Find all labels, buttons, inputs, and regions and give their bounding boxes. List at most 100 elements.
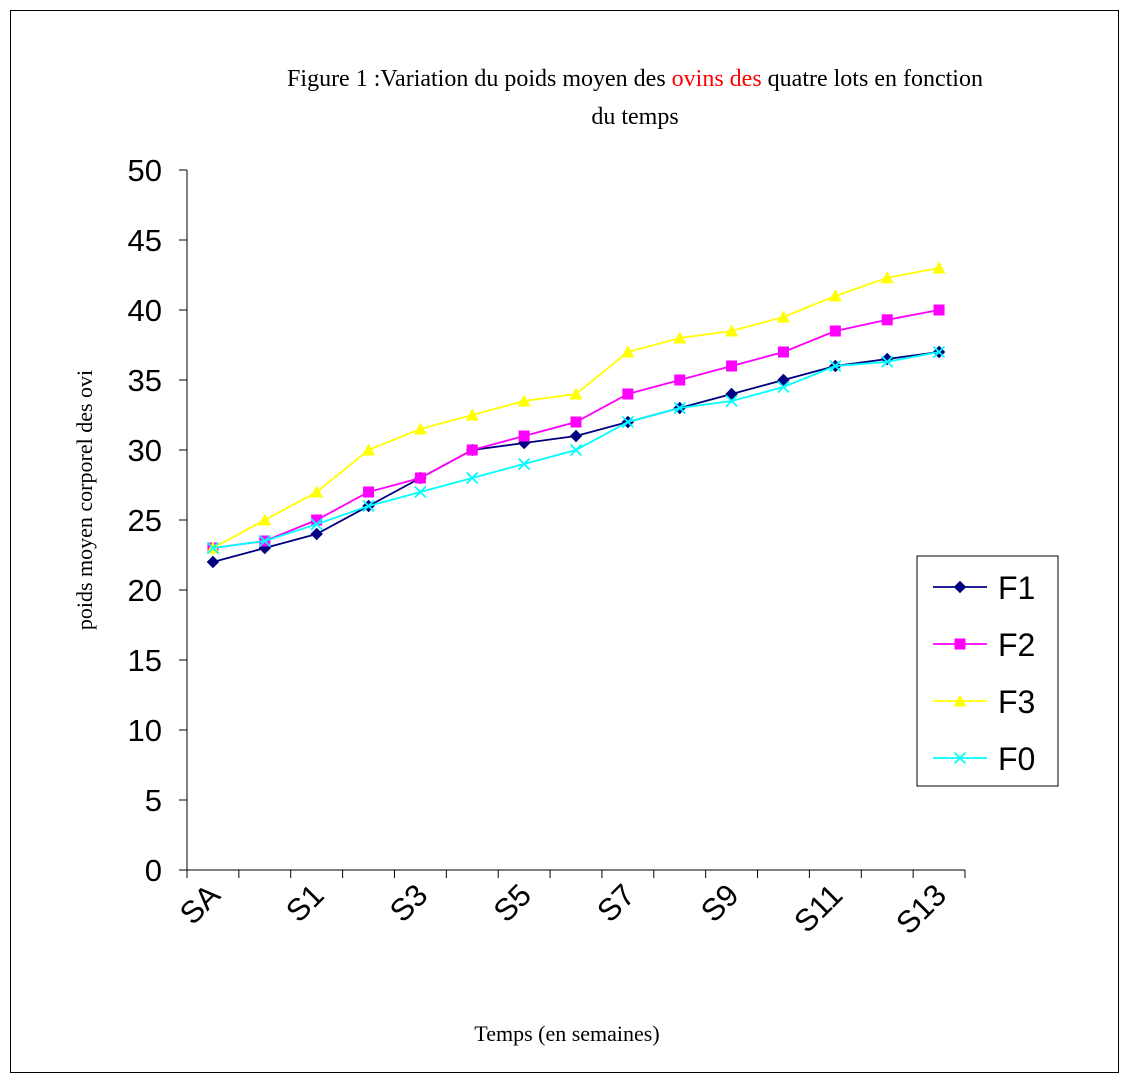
series-f3-point	[258, 513, 272, 526]
series-f2-point	[881, 314, 893, 326]
x-tick-label: S3	[383, 877, 435, 929]
series-f0-point-stroke	[777, 380, 790, 394]
legend-item-f0: F0	[933, 741, 1035, 777]
y-tick-label: 30	[128, 433, 162, 468]
series-f0-point-stroke	[829, 359, 842, 373]
title-part-1: Figure 1 :Variation du poids moyen des	[287, 66, 672, 92]
series-f1	[206, 345, 946, 569]
series-f2	[207, 304, 945, 554]
series-f1-point	[310, 527, 323, 541]
title-part-2-highlight: ovins des	[671, 66, 762, 92]
series-f0-point	[569, 443, 583, 457]
series-f0-point-stroke	[517, 457, 531, 471]
series-f0-point	[466, 471, 479, 485]
series-f1-line	[212, 351, 940, 563]
title-part-3: quatre lots en fonction	[761, 66, 983, 92]
legend-label-f0: F0	[998, 741, 1035, 777]
series-f0-point-stroke	[258, 534, 271, 548]
series-f3-point	[725, 324, 739, 337]
series-f3-point	[932, 261, 946, 274]
y-tick-label: 40	[128, 293, 162, 328]
series-f2-point	[933, 304, 945, 316]
x-tick-label: SA	[173, 877, 227, 931]
series-f3-point	[517, 394, 531, 407]
series-f0-point-stroke	[621, 415, 635, 429]
legend-marker-f0-stroke	[953, 751, 967, 765]
series-f3-point	[880, 271, 894, 284]
y-axis-label: poids moyen corporel des ovi	[72, 370, 97, 630]
series-layer	[206, 261, 946, 569]
chart-frame	[10, 10, 1119, 1073]
series-f2-point	[518, 430, 530, 442]
series-f0-point-stroke	[310, 518, 323, 531]
series-f1-point	[725, 387, 738, 401]
series-f1-point	[569, 429, 583, 443]
series-f3-point	[362, 443, 376, 456]
series-f0-point-stroke	[932, 345, 946, 359]
series-f0-point	[362, 499, 375, 513]
series-f0-point	[673, 401, 686, 415]
x-tick-label: S5	[487, 877, 539, 929]
y-tick-label: 35	[128, 363, 162, 398]
series-f0-point	[621, 415, 635, 429]
chart-title: Figure 1 :Variation du poids moyen des o…	[160, 60, 1110, 136]
y-tick-label: 20	[128, 573, 162, 608]
chart-title-line2: du temps	[591, 104, 679, 130]
y-tick-label: 0	[145, 853, 162, 888]
series-f3-point	[621, 345, 635, 358]
series-f0-point	[258, 534, 271, 548]
x-tick-label: S13	[889, 877, 953, 941]
series-f2-point	[777, 346, 789, 358]
series-f0-point-stroke	[881, 355, 894, 368]
series-f0-point-stroke	[569, 443, 583, 457]
legend-item-f1: F1	[933, 570, 1035, 606]
y-tick-label: 45	[128, 223, 162, 258]
legend-box	[916, 555, 1059, 787]
series-f2-point	[726, 360, 738, 372]
axes: 0 5 10 15 20 25 30 35 40 45 50 SA S1 S3 S5 S7 S9 S11 S13	[128, 153, 966, 941]
legend: F1 F2 F3 F0	[916, 555, 1059, 787]
series-f0-point	[829, 359, 842, 373]
series-f3-point	[310, 485, 324, 498]
series-f2-point	[674, 374, 686, 386]
x-tick-label: S11	[787, 877, 849, 939]
y-tick-label: 10	[128, 713, 162, 748]
series-f2-point	[622, 388, 634, 400]
series-f0-point	[310, 518, 323, 531]
chart-title-line1: Figure 1 :Variation du poids moyen des o…	[160, 60, 1110, 98]
y-tick-label: 15	[128, 643, 162, 678]
x-tick-label: S7	[590, 877, 642, 929]
series-f0-point	[932, 345, 946, 359]
legend-label-f3: F3	[998, 684, 1035, 720]
y-tick-label: 5	[145, 783, 162, 818]
series-f0-point	[777, 380, 790, 394]
series-f2-point	[311, 514, 323, 526]
legend-marker-f2	[954, 638, 966, 650]
x-axis-label: Temps (en semaines)	[474, 1021, 659, 1046]
legend-marker-f3	[953, 694, 967, 707]
series-f2-point	[414, 472, 426, 484]
series-f0-point-stroke	[466, 471, 479, 485]
series-f2-point	[466, 444, 478, 456]
x-tick-label: S1	[279, 877, 331, 929]
series-f0-point-stroke	[414, 485, 427, 499]
series-f3-point	[465, 408, 479, 421]
series-f0-point-stroke	[725, 394, 738, 408]
series-f0-point-stroke	[362, 499, 375, 513]
legend-item-f3: F3	[933, 684, 1035, 720]
series-f3-point	[828, 289, 842, 302]
series-f2-line	[212, 309, 940, 549]
series-f0-point-stroke	[673, 401, 686, 415]
series-f0	[206, 345, 946, 555]
legend-label-f1: F1	[998, 570, 1035, 606]
series-f2-point	[570, 416, 582, 428]
series-f3-point	[776, 310, 790, 323]
series-f1-point	[777, 373, 790, 387]
x-tick-label: S9	[694, 877, 746, 929]
legend-label-f2: F2	[998, 627, 1035, 663]
series-f1-point	[206, 555, 220, 569]
series-f3-point	[673, 331, 687, 344]
series-f3	[206, 261, 946, 554]
series-f0-point	[517, 457, 531, 471]
